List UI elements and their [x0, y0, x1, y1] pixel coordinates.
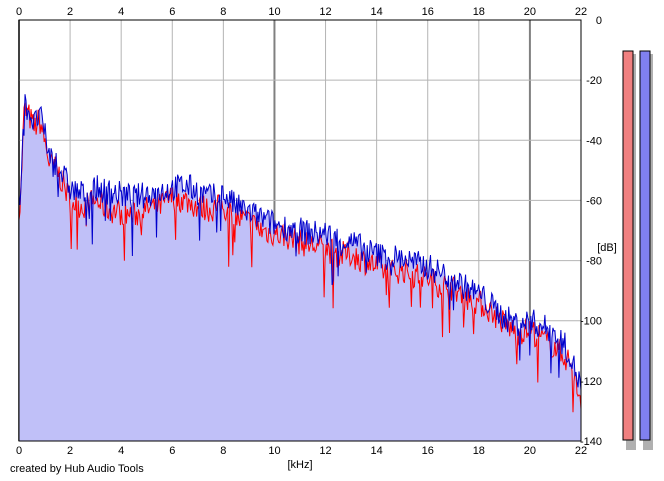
- x-tick-label-bottom: 8: [220, 445, 226, 457]
- x-tick-label-top: 2: [67, 6, 73, 18]
- y-tick-label: 0: [596, 15, 602, 27]
- y-tick-label: -120: [580, 376, 602, 388]
- y-axis-label: [dB]: [597, 242, 617, 254]
- level-meters: [622, 50, 653, 450]
- x-tick-label-top: 18: [473, 6, 485, 18]
- x-tick-label-bottom: 10: [268, 445, 280, 457]
- x-tick-label-top: 16: [422, 6, 434, 18]
- series-layer: [18, 94, 582, 413]
- x-tick-labels-top: 0 2 4 6 8 10 12 14 16 18 20 22: [16, 6, 587, 18]
- x-tick-label-bottom: 0: [16, 445, 22, 457]
- x-tick-label-top: 12: [319, 6, 331, 18]
- y-tick-label: -140: [580, 436, 602, 448]
- x-tick-label-bottom: 18: [473, 445, 485, 457]
- x-axis-label: [kHz]: [287, 459, 312, 471]
- x-tick-label-top: 6: [169, 6, 175, 18]
- y-tick-label: -60: [586, 195, 602, 207]
- x-tick-label-bottom: 12: [319, 445, 331, 457]
- y-tick-labels: 0 -20 -40 -60 -80 -100 -120 -140: [580, 15, 602, 448]
- x-tick-label-top: 20: [524, 6, 536, 18]
- y-tick-label: -80: [586, 256, 602, 268]
- y-tick-label: -40: [586, 135, 602, 147]
- x-tick-label-top: 0: [16, 6, 22, 18]
- x-tick-label-top: 22: [575, 6, 587, 18]
- x-tick-label-bottom: 4: [118, 445, 124, 457]
- y-tick-label: -20: [586, 75, 602, 87]
- level-meter-1: [622, 50, 634, 441]
- x-tick-label-top: 8: [220, 6, 226, 18]
- series-line-2: [18, 94, 582, 391]
- x-tick-label-bottom: 16: [422, 445, 434, 457]
- spectrum-fill-area: [19, 94, 581, 441]
- x-tick-label-top: 4: [118, 6, 124, 18]
- credit-text: created by Hub Audio Tools: [10, 463, 144, 475]
- y-tick-label: -100: [580, 316, 602, 328]
- x-tick-label-top: 14: [371, 6, 383, 18]
- x-tick-label-bottom: 14: [371, 445, 383, 457]
- x-tick-label-bottom: 20: [524, 445, 536, 457]
- level-meter-2: [639, 50, 651, 441]
- x-tick-labels-bottom: 0 2 4 6 8 10 12 14 16 18 20 22: [16, 445, 587, 457]
- x-tick-label-top: 10: [268, 6, 280, 18]
- x-tick-label-bottom: 22: [575, 445, 587, 457]
- x-tick-label-bottom: 2: [67, 445, 73, 457]
- x-tick-label-bottom: 6: [169, 445, 175, 457]
- plot-frame: [18, 19, 582, 442]
